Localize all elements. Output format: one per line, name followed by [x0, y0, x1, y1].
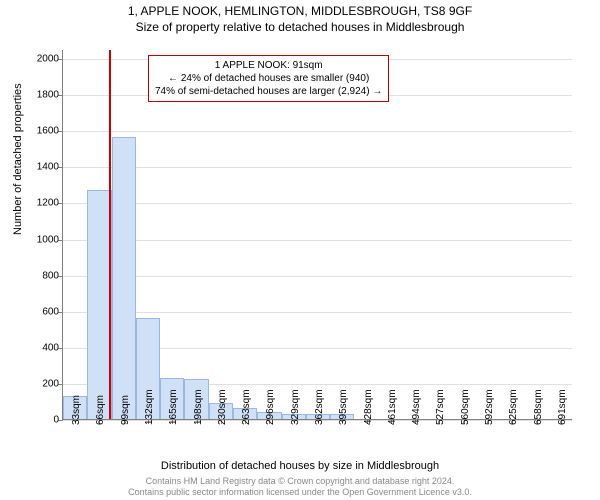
gridline [63, 276, 572, 277]
annotation-line: 1 APPLE NOOK: 91sqm [155, 59, 382, 72]
annotation-box: 1 APPLE NOOK: 91sqm← 24% of detached hou… [148, 55, 389, 102]
xtick-label: 230sqm [217, 389, 228, 425]
xtick-label: 362sqm [314, 389, 325, 425]
histogram-bar [87, 190, 111, 419]
annotation-line: ← 24% of detached houses are smaller (94… [155, 72, 382, 85]
xtick-label: 592sqm [484, 389, 495, 425]
xtick-label: 263sqm [241, 389, 252, 425]
xtick-label: 66sqm [95, 395, 106, 425]
gridline [63, 240, 572, 241]
chart-plot-area: 020040060080010001200140016001800200033s… [62, 50, 572, 420]
ytick-label: 200 [42, 378, 59, 389]
ytick-label: 1600 [37, 126, 59, 137]
ytick-label: 400 [42, 342, 59, 353]
ytick-label: 800 [42, 270, 59, 281]
x-axis-label: Distribution of detached houses by size … [0, 460, 600, 472]
xtick-label: 165sqm [168, 389, 179, 425]
xtick-label: 132sqm [144, 389, 155, 425]
ytick-label: 2000 [37, 54, 59, 65]
ytick-label: 1800 [37, 90, 59, 101]
xtick-label: 329sqm [290, 389, 301, 425]
y-axis-label: Number of detached properties [12, 83, 24, 235]
gridline [63, 167, 572, 168]
xtick-label: 658sqm [533, 389, 544, 425]
xtick-label: 494sqm [411, 389, 422, 425]
xtick-label: 33sqm [71, 395, 82, 425]
gridline [63, 312, 572, 313]
chart-title-sub: Size of property relative to detached ho… [0, 20, 600, 34]
xtick-label: 99sqm [120, 395, 131, 425]
xtick-label: 395sqm [338, 389, 349, 425]
gridline [63, 203, 572, 204]
ytick-label: 1400 [37, 162, 59, 173]
gridline [63, 131, 572, 132]
xtick-label: 625sqm [508, 389, 519, 425]
histogram-bar [112, 137, 136, 419]
xtick-label: 198sqm [193, 389, 204, 425]
ytick-label: 1000 [37, 234, 59, 245]
xtick-label: 428sqm [363, 389, 374, 425]
footer-line-2: Contains public sector information licen… [0, 487, 600, 498]
ytick-label: 600 [42, 306, 59, 317]
ytick-label: 0 [53, 415, 59, 426]
xtick-label: 691sqm [557, 389, 568, 425]
xtick-label: 461sqm [387, 389, 398, 425]
xtick-label: 296sqm [265, 389, 276, 425]
property-marker-line [109, 50, 111, 419]
ytick-label: 1200 [37, 198, 59, 209]
footer-line-1: Contains HM Land Registry data © Crown c… [0, 476, 600, 487]
xtick-label: 527sqm [435, 389, 446, 425]
annotation-line: 74% of semi-detached houses are larger (… [155, 85, 382, 98]
chart-title-main: 1, APPLE NOOK, HEMLINGTON, MIDDLESBROUGH… [0, 4, 600, 18]
xtick-label: 560sqm [460, 389, 471, 425]
